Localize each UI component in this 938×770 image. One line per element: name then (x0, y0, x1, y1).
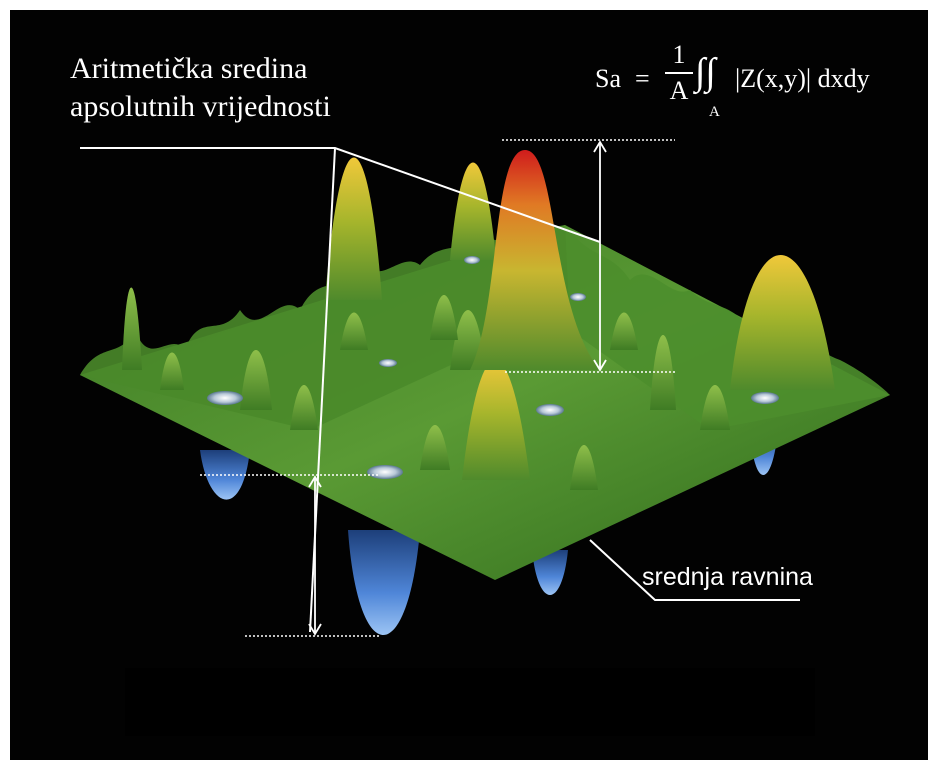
peak-tallest (470, 150, 600, 370)
annotation-lines (80, 139, 800, 637)
caption-redaction (125, 668, 815, 736)
figure-frame: Aritmetička sredina apsolutnih vrijednos… (10, 10, 928, 760)
mean-plane-label: srednja ravnina (642, 563, 813, 591)
peak-right (730, 255, 835, 390)
surface-pits (207, 256, 779, 479)
peak-left (325, 157, 382, 300)
peak-back (450, 162, 496, 260)
surface-illustration (80, 139, 890, 736)
valley-front (348, 530, 420, 635)
formula-fraction: 1 A (665, 40, 693, 106)
formula-integrand: |Z(x,y)| dxdy (735, 64, 870, 93)
valley-mid (532, 550, 568, 595)
formula-equals: = (635, 64, 650, 93)
arrow-heads (308, 140, 607, 636)
sa-formula: Sa = 1 A ∫∫ A |Z(x,y)| dxdy (595, 40, 915, 120)
peak-front (462, 360, 530, 480)
fraction-bar (665, 72, 693, 74)
formula-integral: ∫∫ (695, 51, 716, 93)
title-line-1: Aritmetička sredina (70, 52, 308, 85)
formula-lhs: Sa (595, 64, 621, 93)
title-line-2: apsolutnih vrijednosti (70, 90, 331, 123)
green-bumps (122, 287, 730, 490)
formula-subscript: A (709, 104, 720, 120)
formula-numerator: 1 (672, 40, 686, 69)
formula-denominator: A (669, 76, 689, 105)
